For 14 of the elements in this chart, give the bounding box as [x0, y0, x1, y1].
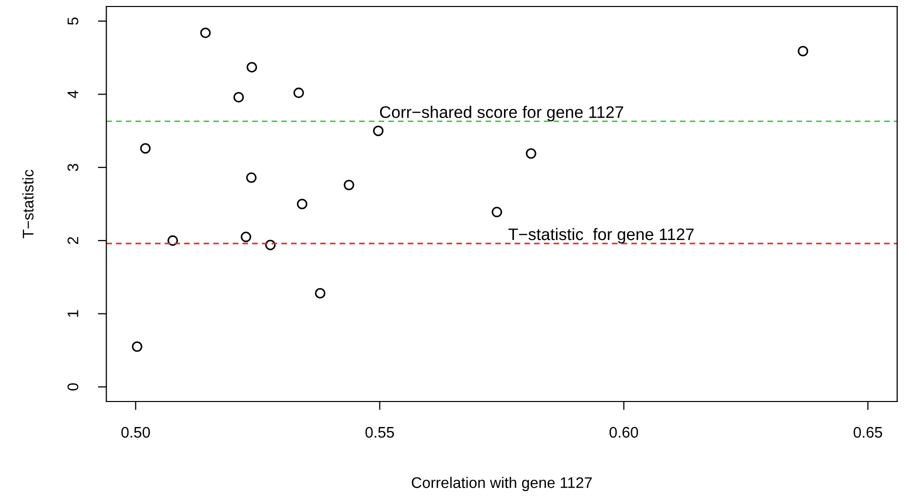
x-tick-label: 0.55	[365, 426, 394, 438]
y-tick-label: 3	[68, 164, 78, 172]
x-tick-label: 0.65	[854, 426, 882, 438]
ref-line-label: Corr−shared score for gene 1127	[380, 106, 624, 122]
y-tick-label: 0	[68, 383, 78, 391]
x-tick-label: 0.60	[610, 426, 638, 438]
x-axis-title: Correlation with gene 1127	[412, 476, 592, 492]
y-axis-title: T−statistic	[22, 170, 34, 238]
y-tick-label: 5	[68, 18, 78, 25]
ref-line-label: T−statistic for gene 1127	[508, 228, 694, 244]
y-tick-label: 1	[68, 310, 78, 317]
y-tick-label: 2	[68, 237, 78, 244]
y-tick-label: 4	[68, 90, 78, 98]
x-tick-label: 0.50	[121, 426, 150, 438]
